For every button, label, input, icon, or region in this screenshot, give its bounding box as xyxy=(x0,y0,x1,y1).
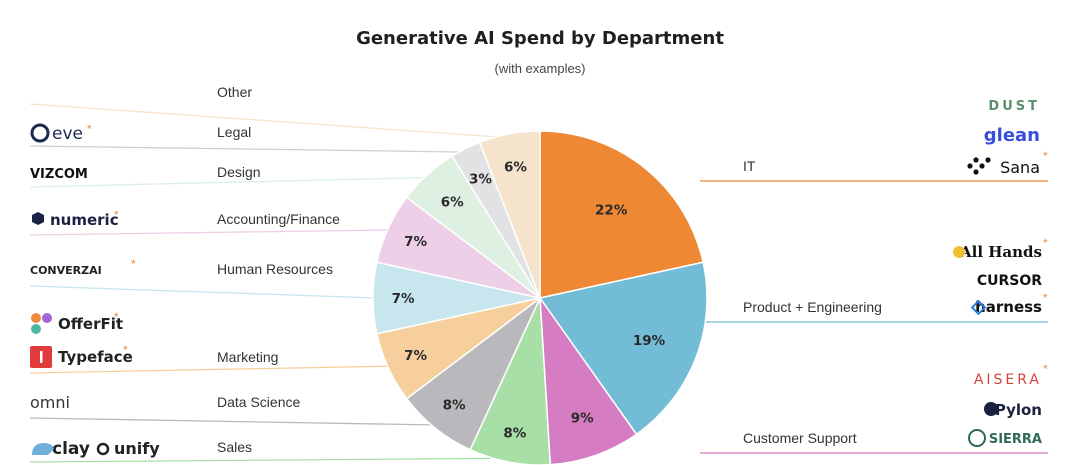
star-icon: * xyxy=(114,310,119,324)
percent-label-it: 22% xyxy=(595,203,628,219)
star-icon: * xyxy=(1043,362,1048,376)
leader-connector-human-resources xyxy=(29,285,378,299)
sana-dots-icon xyxy=(973,169,979,175)
department-label-human-resources: Human Resources xyxy=(217,261,333,277)
logo-eve: eve xyxy=(52,124,83,144)
logo-sana: Sana xyxy=(1000,158,1040,177)
department-label-product-engineering: Product + Engineering xyxy=(743,299,882,315)
percent-label-other: 6% xyxy=(504,160,527,176)
star-icon: * xyxy=(114,208,119,222)
department-label-design: Design xyxy=(217,164,261,180)
leader-connector-data-science xyxy=(29,417,438,426)
leader-connector-design xyxy=(29,176,431,188)
logo-clay: clay xyxy=(52,439,90,459)
pie-slice-it xyxy=(539,130,705,299)
pie-slice-product-engineering xyxy=(538,261,708,436)
logo-harness: harness xyxy=(975,298,1042,316)
logo-numeric: numeric xyxy=(50,211,119,229)
logo-all-hands: All Hands xyxy=(959,243,1042,261)
leader-connector-sales xyxy=(29,457,511,463)
logo-sierra: SIERRA xyxy=(989,432,1042,447)
allhands-icon xyxy=(953,246,965,258)
sana-dots-icon xyxy=(979,163,985,169)
sana-dots-icon xyxy=(973,157,979,163)
logo-glean: glean xyxy=(984,125,1040,146)
sierra-icon xyxy=(968,429,986,447)
chart-subtitle: (with examples) xyxy=(494,61,585,76)
logo-offerfit: OfferFit xyxy=(58,315,123,333)
pie-slice-other xyxy=(478,130,541,299)
percent-label-legal: 3% xyxy=(469,171,492,187)
logo-converzai: CONVERZAI xyxy=(30,264,102,277)
department-label-customer-support: Customer Support xyxy=(743,430,857,446)
leader-connector-other xyxy=(29,103,511,139)
percent-label-marketing: 7% xyxy=(404,348,427,364)
typeface-cursor-icon xyxy=(40,351,43,363)
star-icon: * xyxy=(131,257,136,271)
eve-circle-icon xyxy=(30,123,50,143)
clay-icon xyxy=(32,443,54,455)
logo-dust: DUST xyxy=(988,99,1040,114)
harness-icon xyxy=(970,299,987,316)
department-label-it: IT xyxy=(743,158,756,174)
logo-icons xyxy=(30,123,998,456)
offerfit-petal-icon xyxy=(31,324,41,334)
logo-aisera: AISERA xyxy=(974,372,1042,388)
department-label-sales: Sales xyxy=(217,439,252,455)
percent-label-data-science: 8% xyxy=(443,398,466,414)
pylon-icon xyxy=(984,402,998,416)
star-icon: * xyxy=(1043,236,1048,250)
logo-pylon: Pylon xyxy=(995,401,1042,419)
department-label-legal: Legal xyxy=(217,124,251,140)
chart-title: Generative AI Spend by Department xyxy=(356,28,724,49)
leader-lines xyxy=(29,103,1048,463)
logo-omni: omni xyxy=(30,393,70,412)
leader-connector-legal xyxy=(29,145,468,153)
star-icon: * xyxy=(1043,291,1048,305)
department-label-other: Other xyxy=(217,84,252,100)
department-label-data-science: Data Science xyxy=(217,394,300,410)
percent-label-sales: 8% xyxy=(503,426,526,442)
percent-label-accounting-finance: 7% xyxy=(404,234,427,250)
offerfit-petals-icon xyxy=(31,313,41,323)
logo-typeface: Typeface xyxy=(58,348,133,366)
department-label-accounting-finance: Accounting/Finance xyxy=(217,211,340,227)
sana-dots-icon xyxy=(967,163,973,169)
logo-cursor: CURSOR xyxy=(977,273,1042,289)
numeric-hex-icon xyxy=(32,212,44,225)
logo-vizcom: VIZCOM xyxy=(30,167,88,182)
unify-icon xyxy=(96,442,110,456)
percent-label-product-engineering: 19% xyxy=(633,333,666,349)
department-labels: IT Product + Engineering Customer Support S… xyxy=(217,84,882,455)
sana-dots-icon xyxy=(985,157,991,163)
star-icon: * xyxy=(1043,149,1048,163)
leader-connector-accounting-finance xyxy=(29,229,392,236)
percent-label-customer-support: 9% xyxy=(571,411,594,427)
department-label-marketing: Marketing xyxy=(217,349,278,365)
leader-connector-marketing xyxy=(29,365,392,374)
star-icon: * xyxy=(123,343,128,357)
pie xyxy=(372,130,708,465)
star-icon: * xyxy=(87,122,92,136)
logo-unify: unify xyxy=(114,439,160,458)
offerfit-petal-icon xyxy=(42,313,52,323)
percent-label-human-resources: 7% xyxy=(392,291,415,307)
percent-label-design: 6% xyxy=(441,195,464,211)
percent-labels: 22% 19% 9% 8% 8% 7% 7% 7% 6% 3% 6% xyxy=(392,160,666,442)
